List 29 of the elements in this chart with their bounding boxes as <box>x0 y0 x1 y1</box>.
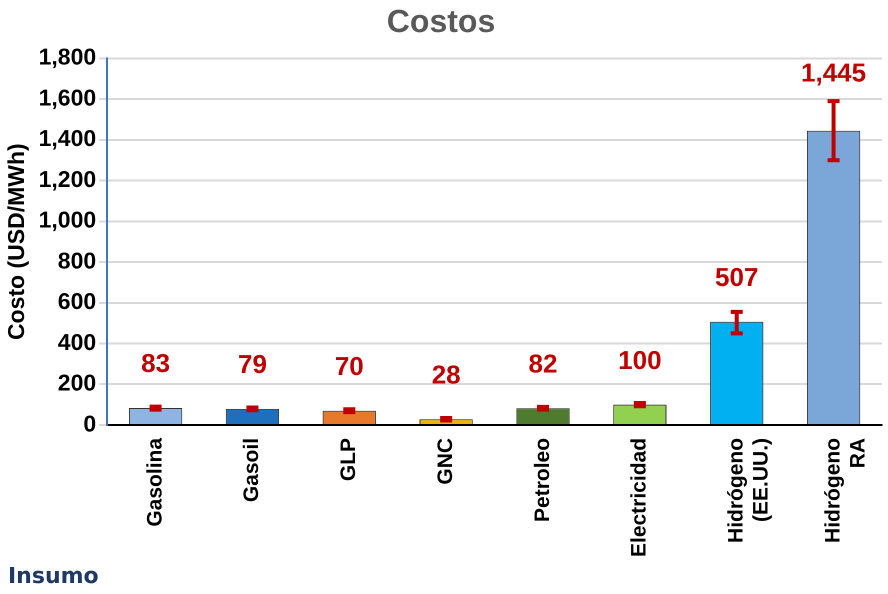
y-tick-label: 0 <box>83 410 96 436</box>
x-tick-label: GLP <box>337 438 360 482</box>
y-tick-label: 1,400 <box>38 125 96 152</box>
data-label: 79 <box>238 349 267 380</box>
data-label: 83 <box>141 348 170 378</box>
x-tick-label: Hidrógeno (EE.UU.) <box>724 438 773 543</box>
y-tick-label: 800 <box>58 247 96 274</box>
y-tick-label: 1,600 <box>38 84 96 110</box>
x-tick-label: Gasoil <box>240 438 264 502</box>
y-axis-title: Costo (USD/MWh) <box>3 143 30 340</box>
y-tick-label: 1,000 <box>38 206 96 233</box>
y-tick-label: 1,800 <box>38 44 96 70</box>
data-label: 82 <box>528 348 558 378</box>
y-tick-label: 400 <box>58 328 96 355</box>
y-tick-label: 200 <box>58 370 96 396</box>
chart-title: Costos <box>386 3 496 40</box>
x-axis-title: Insumo <box>8 564 99 589</box>
data-label: 70 <box>334 350 364 381</box>
x-tick-label: Gasolina <box>143 438 166 527</box>
x-tick-label: Electricidad <box>628 438 651 558</box>
y-tick-label: 1,200 <box>38 166 96 192</box>
data-label: 1,445 <box>801 57 866 88</box>
data-label: 28 <box>432 359 461 390</box>
data-label: 507 <box>715 262 758 292</box>
data-label: 100 <box>618 344 662 375</box>
x-tick-label: GNC <box>434 438 457 485</box>
x-tick-label: Hidrógeno RA <box>821 438 870 543</box>
x-tick-label: Petroleo <box>530 438 554 522</box>
y-tick-label: 600 <box>58 288 96 314</box>
